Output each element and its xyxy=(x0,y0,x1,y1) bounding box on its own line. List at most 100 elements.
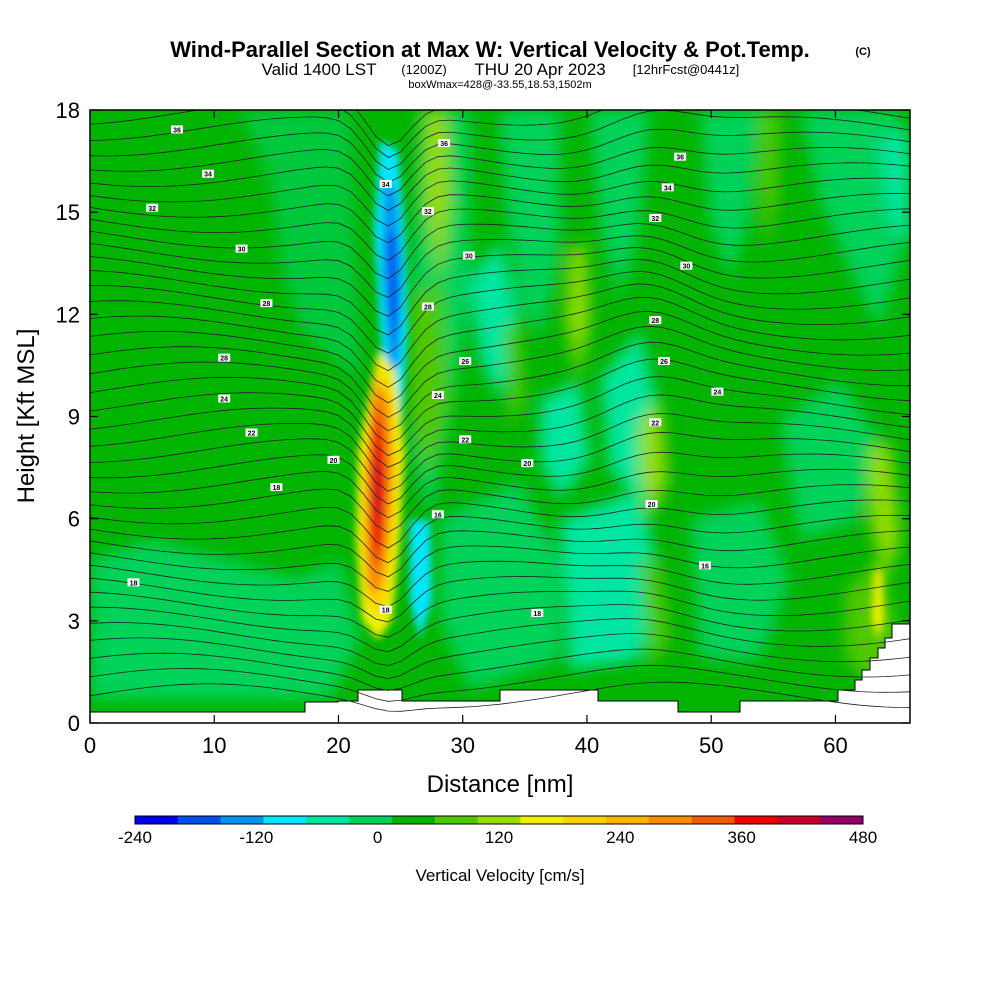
contour-label-box xyxy=(699,561,711,570)
isentrope-line xyxy=(90,590,910,638)
y-tick-label: 12 xyxy=(56,302,80,327)
contour-label: 22 xyxy=(461,437,469,444)
contour-label: 28 xyxy=(424,305,432,312)
colorbar-swatch xyxy=(691,816,736,824)
contour-label-box xyxy=(421,207,434,216)
colorbar-swatch xyxy=(563,816,607,824)
isentrope-line xyxy=(90,325,910,418)
isentrope-line xyxy=(90,560,910,608)
y-tick-label: 6 xyxy=(68,507,80,532)
colorbar-tick-label: -120 xyxy=(239,828,273,847)
colorbar-swatch xyxy=(434,816,479,824)
contour-label: 20 xyxy=(523,461,531,468)
contour-label: 22 xyxy=(651,420,659,427)
y-tick-label: 15 xyxy=(56,200,80,225)
contour-label-box xyxy=(649,213,662,222)
x-axis-label: Distance [nm] xyxy=(427,771,574,798)
contour-label: 30 xyxy=(682,264,690,271)
isentrope-line xyxy=(90,147,910,197)
contour-label-box xyxy=(218,353,231,362)
contour-label: 36 xyxy=(676,155,684,162)
colorbar-swatch xyxy=(777,816,821,824)
isentrope-line xyxy=(90,208,910,261)
contour-label-box xyxy=(245,428,258,437)
contour-label-box xyxy=(202,169,215,178)
colorbar-tick-label: 360 xyxy=(727,828,755,847)
contour-label: 22 xyxy=(248,431,256,438)
contour-label-group: 36 34 32 30 28 28 24 22 20 18 18 18 36 34 32 30 28 26 24 22… xyxy=(127,125,724,618)
colorbar-swatch xyxy=(263,816,307,824)
subtitle-utc: (1200Z) xyxy=(401,62,447,77)
isentrope-line xyxy=(90,484,910,533)
contour-label-box xyxy=(327,455,340,464)
isentrope-line xyxy=(90,192,910,244)
contour-label: 34 xyxy=(664,185,672,192)
contour-label-box xyxy=(431,391,444,400)
contour-label: 32 xyxy=(424,209,432,216)
colorbar-swatch xyxy=(135,816,179,824)
contour-label: 26 xyxy=(461,359,469,366)
colorbar-swatch xyxy=(606,816,650,824)
contour-label: 24 xyxy=(434,393,442,400)
isentrope-line xyxy=(90,223,910,280)
contour-label: 16 xyxy=(701,563,709,570)
isentrope-line xyxy=(90,514,910,564)
contour-label-box xyxy=(674,152,687,161)
isentrope-line xyxy=(90,633,910,680)
x-tick-label: 0 xyxy=(84,733,96,758)
colorbar-tick-label: 240 xyxy=(606,828,634,847)
isentrope-line xyxy=(90,235,910,298)
contour-label-box xyxy=(680,261,693,270)
isentrope-line xyxy=(90,177,910,227)
isentrope-line xyxy=(90,247,910,317)
isentrope-line xyxy=(90,258,910,336)
contour-label-box xyxy=(421,302,434,311)
y-axis-label: Height [Kft MSL] xyxy=(13,329,40,504)
contour-label: 16 xyxy=(434,512,442,519)
x-tick-label: 30 xyxy=(450,733,474,758)
contour-label: 34 xyxy=(382,182,390,189)
contour-label: 26 xyxy=(660,359,668,366)
contour-label: 18 xyxy=(533,611,541,618)
contour-label: 34 xyxy=(204,172,212,179)
x-tick-label: 40 xyxy=(575,733,599,758)
colorbar-swatch xyxy=(220,816,264,824)
contour-label-box xyxy=(531,609,544,618)
contour-label-box xyxy=(649,418,662,427)
isentrope-line xyxy=(90,545,910,592)
isentrope-line xyxy=(90,412,910,480)
isentrope-line xyxy=(90,530,910,578)
contour-label: 36 xyxy=(173,127,181,134)
colorbar-label: Vertical Velocity [cm/s] xyxy=(415,866,584,885)
contour-label: 30 xyxy=(238,247,246,254)
velocity-field: 36 34 32 30 28 28 24 22 20 18 18 18 36 34 32 30 28 26 24 22… xyxy=(90,110,910,723)
contour-label: 18 xyxy=(272,485,280,492)
isentrope-line xyxy=(90,576,910,623)
contour-label: 18 xyxy=(130,580,138,587)
contour-label: 20 xyxy=(330,458,338,465)
contour-label-box xyxy=(431,510,444,519)
x-tick-label: 60 xyxy=(823,733,847,758)
isentrope-line xyxy=(90,128,910,183)
copyright-mark: (C) xyxy=(855,46,871,58)
colorbar-swatch xyxy=(349,816,393,824)
contour-label: 24 xyxy=(714,390,722,397)
contour-label: 18 xyxy=(382,608,390,615)
contour-label-box xyxy=(459,357,472,366)
contour-label-box xyxy=(260,299,273,308)
contour-label-box xyxy=(438,139,451,148)
contour-label-box xyxy=(649,316,662,325)
colorbar-swatch xyxy=(477,816,521,824)
isentrope-line xyxy=(90,499,910,549)
isentrope-line xyxy=(90,110,910,158)
contour-label-box xyxy=(270,483,283,492)
isentrope-line xyxy=(90,296,910,388)
isentrope-line xyxy=(90,358,910,444)
contour-label-box xyxy=(658,357,670,366)
y-tick-label: 3 xyxy=(68,609,80,634)
contour-label-box xyxy=(645,500,658,509)
contour-label-box xyxy=(459,435,472,444)
colorbar-swatch xyxy=(520,816,564,824)
